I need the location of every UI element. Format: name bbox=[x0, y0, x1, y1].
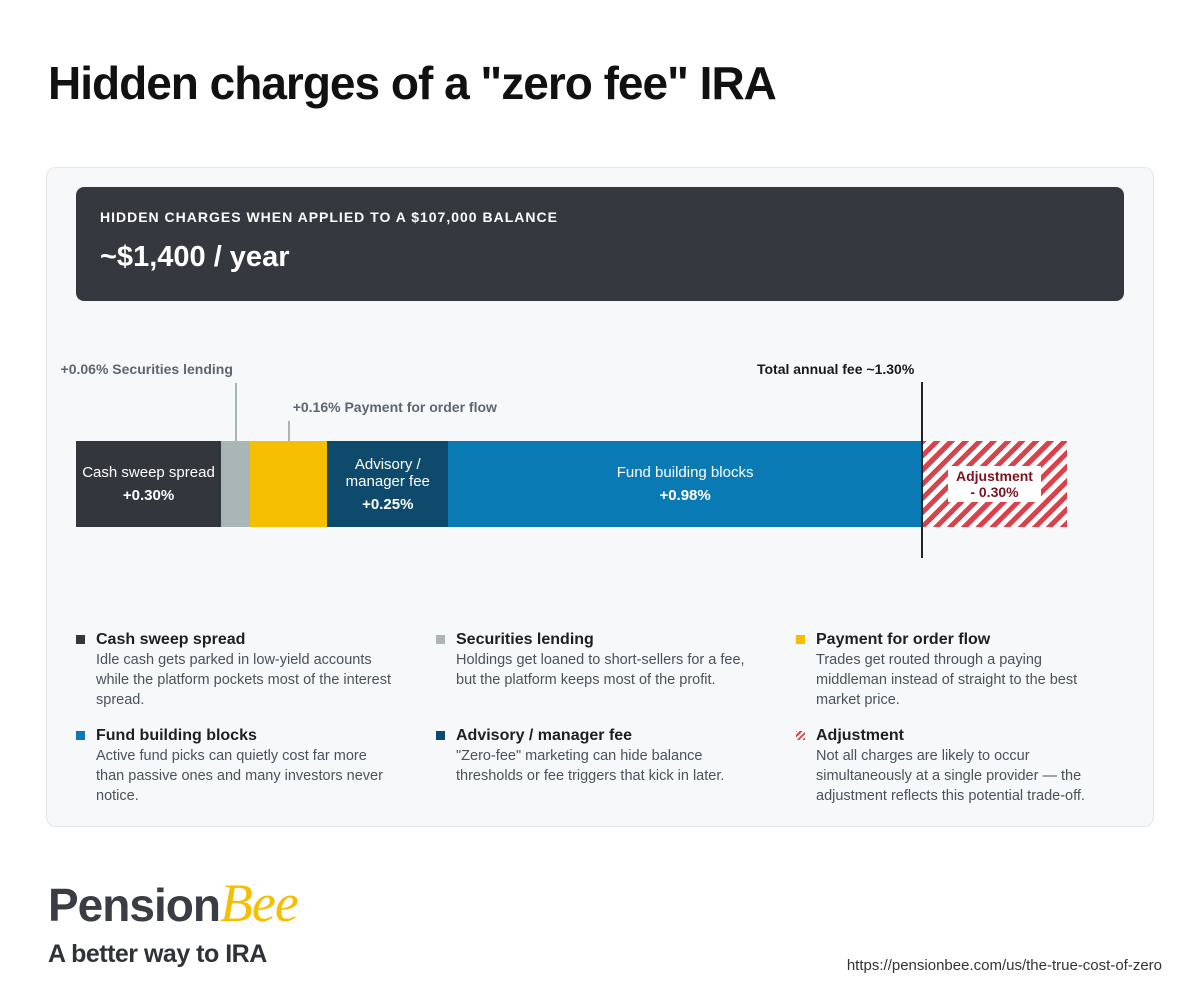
legend-item: Securities lending Holdings get loaned to… bbox=[436, 630, 756, 690]
legend-item: Advisory / manager fee "Zero-fee" marketi… bbox=[436, 726, 756, 786]
segment-value: - 0.30% bbox=[970, 484, 1019, 500]
segment-name: Securities lending bbox=[112, 361, 233, 377]
segment-annotation: +0.06% Securities lending bbox=[61, 361, 233, 377]
legend-swatch bbox=[796, 635, 805, 644]
bar-segment: Cash sweep spread +0.30% bbox=[76, 441, 222, 527]
segment-name: Fund building blocks bbox=[616, 464, 754, 481]
brand-tagline: A better way to IRA bbox=[48, 940, 267, 968]
legend-item: Payment for order flow Trades get routed … bbox=[796, 630, 1116, 710]
legend-item: Adjustment Not all charges are likely to … bbox=[796, 726, 1116, 806]
segment-value: +0.06% bbox=[60, 361, 109, 377]
bar-segment: Advisory / manager fee +0.25% bbox=[327, 441, 449, 527]
legend-title: Fund building blocks bbox=[96, 727, 257, 744]
segment-annotation: +0.16% Payment for order flow bbox=[293, 399, 497, 415]
legend-text: Holdings get loaned to short-sellers for… bbox=[456, 652, 745, 688]
legend-swatch bbox=[76, 731, 85, 740]
legend-item: Cash sweep spread Idle cash gets parked i… bbox=[76, 630, 396, 710]
legend-text: Idle cash gets parked in low-yield accou… bbox=[96, 652, 391, 708]
legend-text: Not all charges are likely to occur simu… bbox=[816, 748, 1085, 804]
legend-item: Fund building blocks Active fund picks ca… bbox=[76, 726, 396, 806]
segment-name: Advisory / manager fee bbox=[345, 455, 430, 490]
segment-value: +0.98% bbox=[659, 487, 711, 504]
legend-title: Securities lending bbox=[456, 631, 594, 648]
leader-line bbox=[234, 383, 237, 441]
segment-value: +0.25% bbox=[362, 495, 414, 513]
total-annotation: Total annual fee ~1.30% bbox=[756, 361, 915, 377]
summary-label: HIDDEN CHARGES WHEN APPLIED TO A $107,00… bbox=[100, 209, 558, 225]
bar-segment: Fund building blocks +0.98% bbox=[448, 441, 922, 527]
brand-logo: PensionBee bbox=[48, 872, 299, 934]
legend-swatch bbox=[436, 731, 445, 740]
legend-swatch bbox=[436, 635, 445, 644]
bar-segment bbox=[221, 441, 251, 527]
segment-value: +0.16% bbox=[292, 399, 341, 415]
legend-title: Adjustment bbox=[816, 727, 904, 744]
legend-title: Advisory / manager fee bbox=[456, 727, 633, 744]
bar-segment: Adjustment - 0.30% bbox=[921, 441, 1067, 527]
legend-text: "Zero-fee" marketing can hide balance th… bbox=[456, 748, 725, 784]
brand-name: Pension bbox=[48, 879, 221, 931]
summary-value: ~$1,400 / year bbox=[100, 241, 290, 273]
legend-text: Trades get routed through a paying middl… bbox=[816, 652, 1078, 708]
segment-name: Adjustment bbox=[955, 468, 1033, 484]
page-title: Hidden charges of a "zero fee" IRA bbox=[48, 57, 777, 109]
legend-text: Active fund picks can quietly cost far m… bbox=[96, 748, 383, 804]
total-marker bbox=[920, 382, 923, 558]
stacked-bar-chart: Cash sweep spread +0.30% +0.06% Securities… bbox=[61, 361, 1067, 558]
brand-name-accent: Bee bbox=[219, 873, 299, 933]
leader-line bbox=[287, 421, 290, 441]
segment-name: Cash sweep spread bbox=[82, 464, 215, 481]
bar-segment bbox=[250, 441, 328, 527]
segment-name: Payment for order flow bbox=[344, 399, 497, 415]
legend-title: Payment for order flow bbox=[816, 631, 991, 648]
source-url: https://pensionbee.com/us/the-true-cost-… bbox=[846, 957, 1162, 974]
segment-value: +0.30% bbox=[122, 487, 175, 504]
legend-swatch bbox=[76, 635, 85, 644]
legend-title: Cash sweep spread bbox=[96, 631, 246, 648]
segment-label-box: Adjustment - 0.30% bbox=[947, 466, 1041, 502]
legend-swatch bbox=[796, 731, 805, 740]
summary-banner: HIDDEN CHARGES WHEN APPLIED TO A $107,00… bbox=[76, 187, 1124, 301]
